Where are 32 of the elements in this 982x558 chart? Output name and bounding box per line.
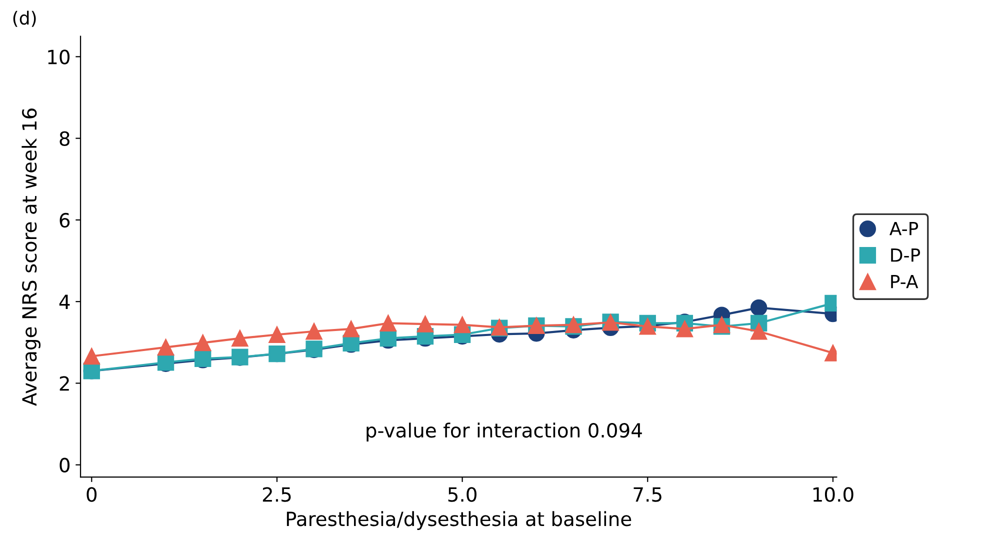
x-tick-label: 0: [86, 487, 97, 502]
y-tick-label: 0: [60, 458, 70, 473]
y-tick-label: 6: [60, 212, 70, 228]
point: [750, 299, 768, 316]
x-tick-label: 7.5: [634, 487, 662, 502]
point: [380, 314, 397, 332]
point: [157, 338, 174, 356]
point: [83, 348, 100, 365]
point: [306, 323, 322, 340]
point: [268, 326, 286, 343]
point: [380, 330, 397, 347]
legend-label: P-A: [891, 275, 918, 288]
x-axis-title: Paresthesia/dysesthesia at baseline: [286, 511, 632, 530]
point: [416, 316, 434, 332]
annotation: p-value for interaction 0.094: [366, 422, 642, 442]
y-axis-title: Average NRS score at week 16: [22, 108, 41, 406]
x-tick-label: 2.5: [262, 487, 291, 502]
x-tick-label: 5.0: [448, 487, 476, 502]
point: [342, 320, 360, 338]
point: [194, 334, 212, 352]
legend-label: A-P: [890, 222, 918, 236]
point: [676, 320, 694, 338]
y-tick-label: 8: [60, 131, 70, 146]
point: [232, 330, 248, 347]
y-tick-label: 4: [59, 294, 70, 309]
legend-label: D-P: [891, 248, 920, 262]
point: [750, 323, 768, 340]
y-tick-label: 2: [60, 376, 69, 391]
point: [454, 316, 471, 334]
chart-title: (d): [13, 10, 36, 27]
y-tick-label: 10: [48, 50, 70, 64]
x-tick-label: 10.0: [813, 487, 854, 502]
